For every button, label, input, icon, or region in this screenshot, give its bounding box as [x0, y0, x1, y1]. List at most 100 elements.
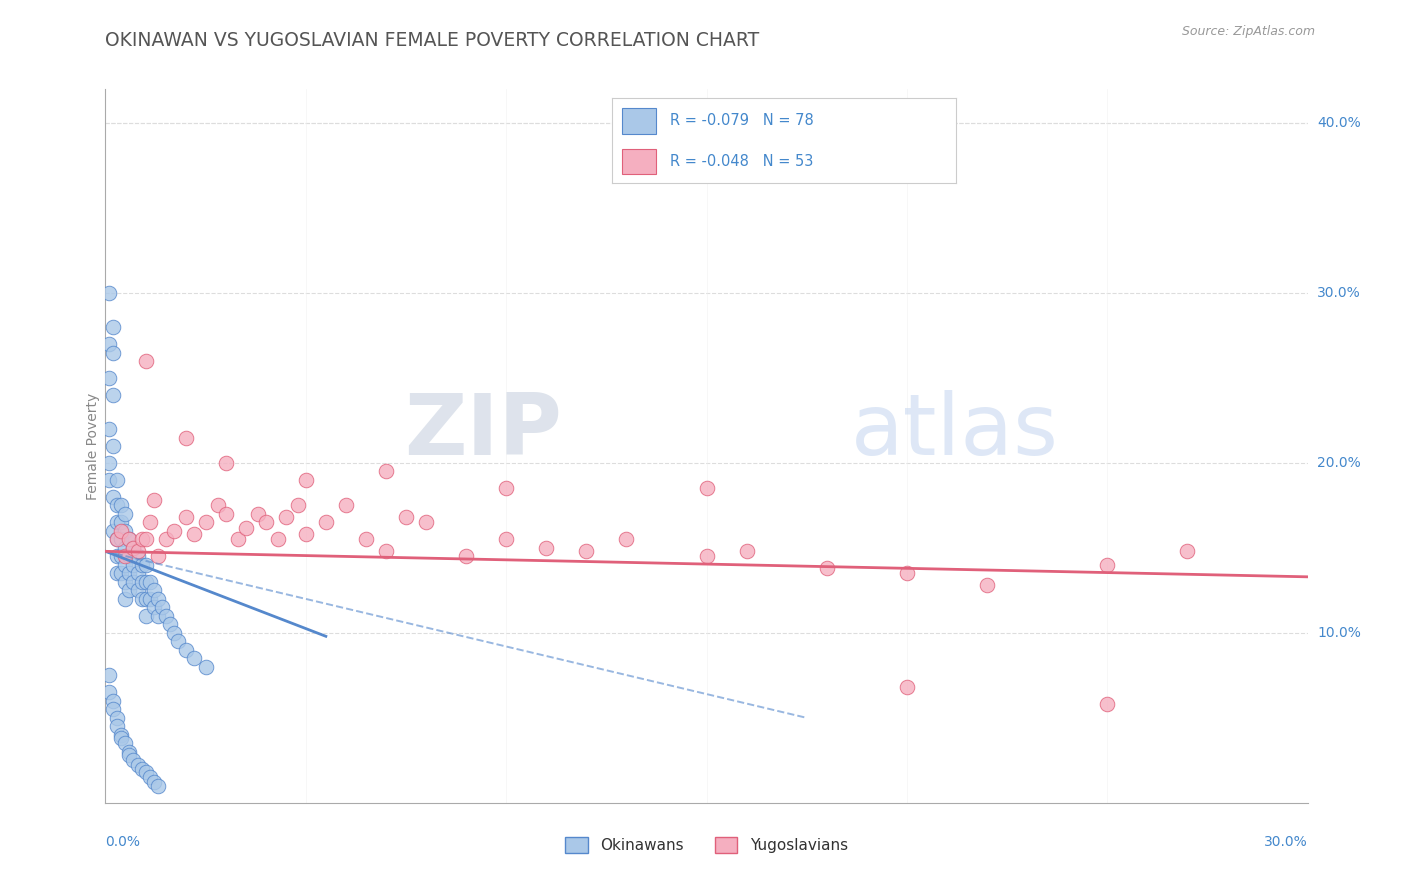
Point	[114, 736, 136, 750]
Point	[142, 600, 165, 615]
Bar	[621, 149, 657, 175]
Point	[183, 651, 205, 665]
Point	[131, 533, 153, 547]
Point	[114, 574, 136, 589]
Point	[146, 591, 169, 606]
Point	[142, 583, 165, 598]
Point	[395, 510, 418, 524]
Point	[166, 634, 188, 648]
Point	[122, 753, 145, 767]
Point	[135, 354, 157, 368]
Point	[107, 499, 129, 513]
Point	[1097, 558, 1119, 572]
Point	[146, 549, 169, 564]
Point	[98, 422, 121, 436]
Point	[131, 591, 153, 606]
Point	[696, 549, 718, 564]
Point	[110, 516, 132, 530]
Text: 40.0%: 40.0%	[1317, 116, 1361, 130]
Point	[107, 533, 129, 547]
Point	[142, 493, 165, 508]
Point	[254, 516, 277, 530]
Text: 30.0%: 30.0%	[1264, 835, 1308, 849]
Point	[110, 566, 132, 581]
Point	[896, 566, 918, 581]
Point	[98, 473, 121, 487]
Point	[98, 685, 121, 699]
Point	[1097, 698, 1119, 712]
Point	[114, 549, 136, 564]
Point	[146, 779, 169, 793]
Point	[207, 499, 229, 513]
Point	[107, 473, 129, 487]
Point	[142, 775, 165, 789]
Point	[194, 516, 217, 530]
Point	[118, 745, 141, 759]
Text: R = -0.048   N = 53: R = -0.048 N = 53	[671, 154, 814, 169]
Point	[107, 549, 129, 564]
Point	[174, 643, 197, 657]
Point	[135, 608, 157, 623]
Point	[696, 482, 718, 496]
Point	[98, 337, 121, 351]
Point	[103, 702, 125, 716]
Point	[114, 541, 136, 555]
Point	[354, 533, 377, 547]
Y-axis label: Female Poverty: Female Poverty	[86, 392, 100, 500]
Point	[107, 566, 129, 581]
Point	[103, 524, 125, 538]
Point	[110, 533, 132, 547]
Point	[135, 591, 157, 606]
Point	[118, 583, 141, 598]
Point	[122, 541, 145, 555]
Point	[118, 533, 141, 547]
Point	[226, 533, 249, 547]
Point	[194, 660, 217, 674]
Point	[110, 499, 132, 513]
Point	[138, 770, 160, 784]
Point	[315, 516, 337, 530]
Point	[295, 527, 318, 541]
Point	[815, 561, 838, 575]
Point	[235, 520, 257, 534]
Point	[495, 482, 517, 496]
Point	[103, 320, 125, 334]
Point	[214, 456, 236, 470]
Text: R = -0.079   N = 78: R = -0.079 N = 78	[671, 113, 814, 128]
Point	[110, 549, 132, 564]
Point	[159, 617, 181, 632]
Text: 30.0%: 30.0%	[1317, 286, 1361, 300]
Text: Source: ZipAtlas.com: Source: ZipAtlas.com	[1181, 25, 1315, 38]
Point	[374, 465, 398, 479]
Point	[110, 524, 132, 538]
Point	[114, 524, 136, 538]
Point	[103, 345, 125, 359]
Legend: Okinawans, Yugoslavians: Okinawans, Yugoslavians	[560, 831, 853, 859]
Point	[155, 533, 177, 547]
Text: atlas: atlas	[851, 390, 1059, 474]
Point	[127, 758, 149, 772]
Point	[122, 541, 145, 555]
Point	[976, 578, 998, 592]
Point	[135, 574, 157, 589]
Point	[103, 694, 125, 708]
Point	[114, 507, 136, 521]
Point	[295, 473, 318, 487]
Point	[1177, 544, 1199, 558]
Point	[127, 583, 149, 598]
Text: 10.0%: 10.0%	[1317, 626, 1361, 640]
Point	[118, 566, 141, 581]
Point	[150, 600, 173, 615]
Point	[98, 371, 121, 385]
Point	[122, 558, 145, 572]
Point	[131, 574, 153, 589]
Point	[138, 516, 160, 530]
Point	[107, 719, 129, 733]
Point	[155, 608, 177, 623]
Point	[162, 626, 184, 640]
Point	[103, 388, 125, 402]
Point	[415, 516, 437, 530]
Point	[118, 748, 141, 763]
Point	[896, 680, 918, 694]
Point	[135, 765, 157, 780]
